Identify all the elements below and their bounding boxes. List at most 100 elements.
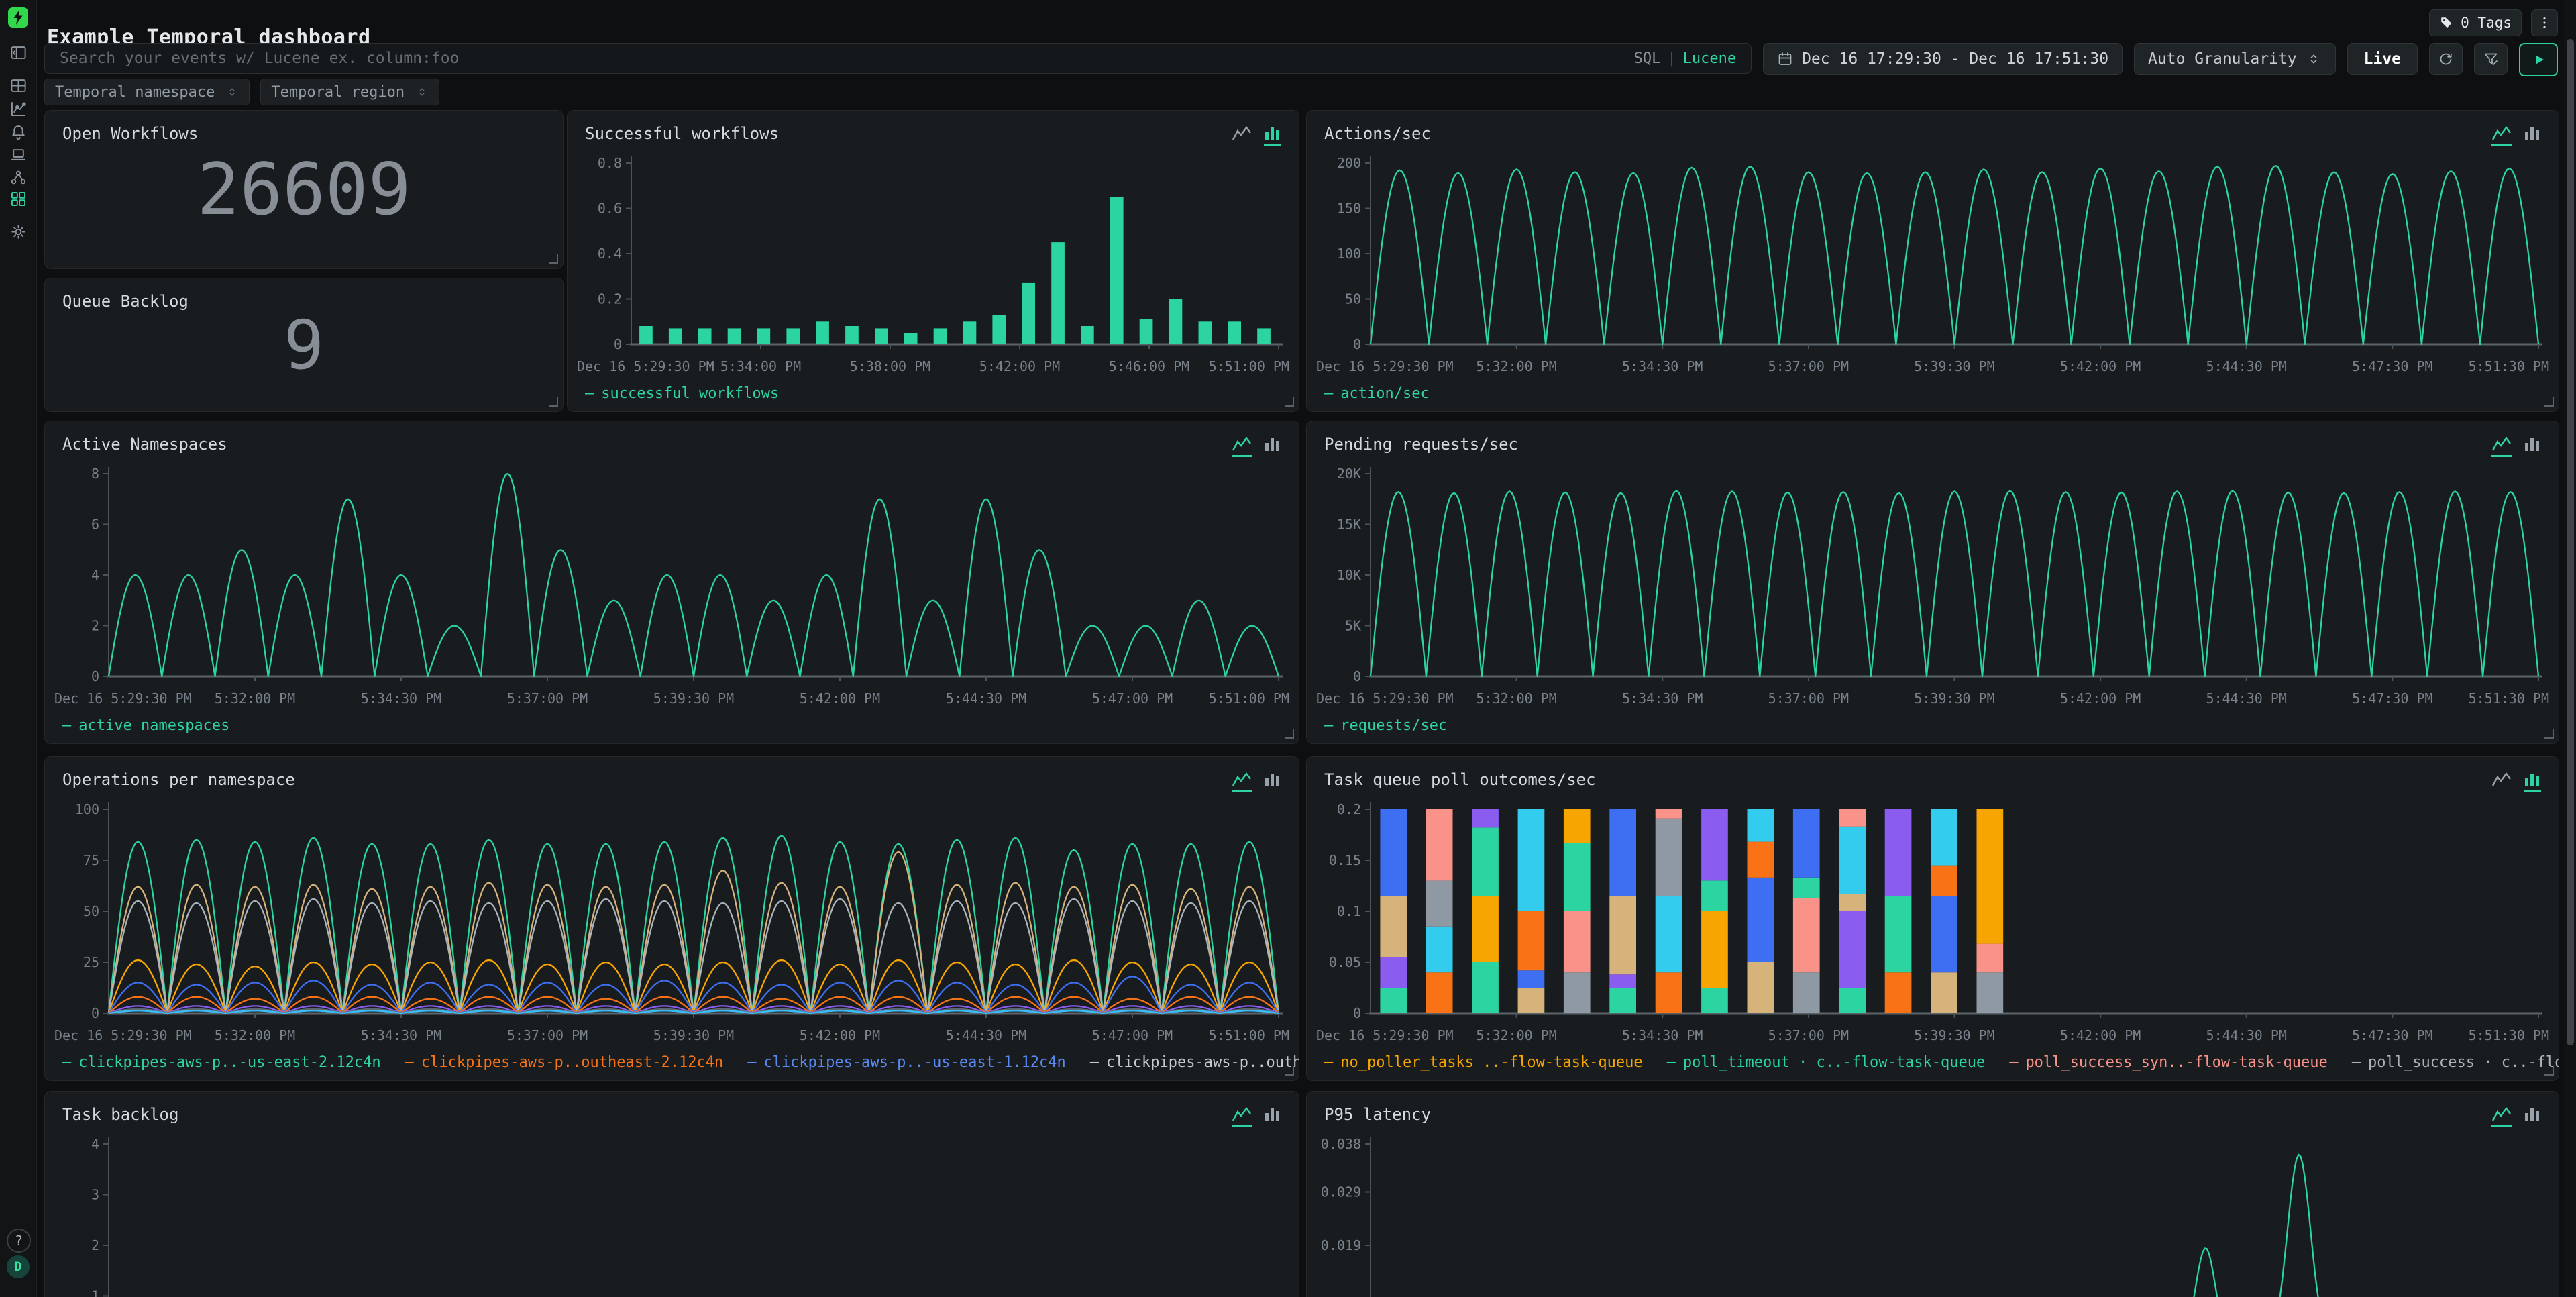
panel-open-workflows: Open Workflows 26609	[44, 110, 564, 269]
filter-temporal-region[interactable]: Temporal region	[260, 79, 439, 105]
bar-chart-toggle-icon[interactable]	[2524, 125, 2541, 146]
legend-item[interactable]: —no_poller_tasks ..-flow-task-queue	[1324, 1054, 1643, 1071]
sidebar-item-alerts-bell-icon[interactable]	[9, 122, 28, 141]
live-button[interactable]: Live	[2347, 43, 2418, 75]
kebab-menu-button[interactable]	[2531, 9, 2558, 36]
svg-text:5:34:00 PM: 5:34:00 PM	[720, 358, 801, 374]
panel-pending-requests: Pending requests/sec 05K10K15K20KDec 16 …	[1306, 421, 2559, 744]
svg-text:5:47:30 PM: 5:47:30 PM	[2352, 358, 2432, 374]
panel-title: Open Workflows	[62, 124, 198, 143]
panel-title: Task queue poll outcomes/sec	[1324, 770, 1596, 789]
legend-swatch: —	[747, 1054, 756, 1071]
line-chart-toggle-icon[interactable]	[1232, 436, 1252, 457]
svg-text:0: 0	[91, 1005, 99, 1021]
line-chart-toggle-icon[interactable]	[2491, 772, 2512, 792]
active-namespaces-chart: 02468Dec 16 5:29:30 PM5:32:00 PM5:34:30 …	[45, 421, 1299, 743]
sidebar-item-devices-icon[interactable]	[9, 145, 28, 164]
granularity-select[interactable]: Auto Granularity	[2134, 43, 2336, 75]
refresh-button[interactable]	[2429, 43, 2463, 75]
run-query-button[interactable]	[2519, 43, 2558, 76]
legend-item[interactable]: —action/sec	[1324, 385, 1430, 402]
mode-sql[interactable]: SQL	[1634, 50, 1661, 67]
bar-chart-toggle-icon[interactable]	[1264, 772, 1281, 792]
user-avatar[interactable]: D	[7, 1255, 30, 1278]
bar-chart-toggle-icon[interactable]	[1264, 125, 1281, 146]
sidebar-item-insights-icon[interactable]	[9, 99, 28, 118]
panel-resize-handle[interactable]	[2544, 397, 2554, 407]
bar-chart-toggle-icon[interactable]	[2524, 436, 2541, 457]
panel-queue-backlog: Queue Backlog 9	[44, 278, 564, 412]
legend-swatch: —	[62, 717, 71, 734]
svg-text:5:46:00 PM: 5:46:00 PM	[1109, 358, 1189, 374]
svg-text:0.4: 0.4	[598, 246, 622, 262]
line-chart-toggle-icon[interactable]	[2491, 1106, 2512, 1127]
sidebar-item-panel-toggle-icon[interactable]	[9, 43, 28, 62]
svg-text:5:34:30 PM: 5:34:30 PM	[1622, 1027, 1703, 1043]
svg-text:5:44:30 PM: 5:44:30 PM	[946, 690, 1026, 707]
legend-item[interactable]: —poll_success · c..-flow-task-queue	[2352, 1054, 2559, 1071]
panel-resize-handle[interactable]	[2544, 1066, 2554, 1076]
legend-item[interactable]: —clickpipes-aws-p..outheast-2.12c4n	[1090, 1054, 1299, 1071]
calendar-icon	[1777, 51, 1793, 67]
sidebar-item-dashboards-icon[interactable]	[9, 189, 28, 208]
legend-item[interactable]: —clickpipes-aws-p..-us-east-1.12c4n	[747, 1054, 1066, 1071]
mode-lucene[interactable]: Lucene	[1683, 50, 1736, 67]
chart-legend: —active namespaces	[62, 717, 229, 734]
filter-button[interactable]	[2474, 43, 2508, 75]
panel-title: Queue Backlog	[62, 292, 189, 311]
legend-item[interactable]: —successful workflows	[585, 385, 779, 402]
svg-text:Dec 16 5:29:30 PM: Dec 16 5:29:30 PM	[54, 1027, 192, 1043]
legend-item[interactable]: —clickpipes-aws-p..-us-east-2.12c4n	[62, 1054, 381, 1071]
live-label: Live	[2364, 50, 2401, 68]
pending-requests-chart: 05K10K15K20KDec 16 5:29:30 PM5:32:00 PM5…	[1307, 421, 2559, 743]
svg-text:5:39:30 PM: 5:39:30 PM	[1914, 690, 1994, 707]
panel-operations-per-namespace: Operations per namespace 0255075100Dec 1…	[44, 756, 1299, 1081]
legend-item[interactable]: —active namespaces	[62, 717, 229, 734]
task-backlog-chart: 01234Dec 16 5:29:30 PM5:32:00 PM5:34:30 …	[45, 1092, 1299, 1297]
svg-text:0.2: 0.2	[598, 291, 622, 307]
panel-resize-handle[interactable]	[1285, 1066, 1294, 1076]
svg-text:0.15: 0.15	[1329, 852, 1361, 868]
legend-item[interactable]: —poll_success_syn..-flow-task-queue	[2009, 1054, 2328, 1071]
legend-swatch: —	[2009, 1054, 2018, 1071]
legend-swatch: —	[1324, 385, 1333, 402]
bar-chart-toggle-icon[interactable]	[2524, 772, 2541, 792]
bar-chart-toggle-icon[interactable]	[2524, 1106, 2541, 1127]
page-scrollbar[interactable]	[2564, 0, 2576, 1297]
bar-chart-toggle-icon[interactable]	[1264, 436, 1281, 457]
bar-chart-toggle-icon[interactable]	[1264, 1106, 1281, 1127]
play-icon	[2530, 52, 2546, 68]
legend-item[interactable]: —requests/sec	[1324, 717, 1447, 734]
svg-text:5:47:30 PM: 5:47:30 PM	[2352, 690, 2432, 707]
search-input[interactable]	[45, 44, 1751, 73]
line-chart-toggle-icon[interactable]	[2491, 436, 2512, 457]
svg-text:5:37:00 PM: 5:37:00 PM	[1768, 358, 1849, 374]
scrollbar-thumb[interactable]	[2567, 39, 2574, 1045]
help-button[interactable]: ?	[7, 1229, 31, 1253]
sidebar-item-topology-icon[interactable]	[9, 168, 28, 187]
line-chart-toggle-icon[interactable]	[1232, 1106, 1252, 1127]
line-chart-toggle-icon[interactable]	[2491, 125, 2512, 146]
line-chart-toggle-icon[interactable]	[1232, 772, 1252, 792]
sidebar-item-tables-icon[interactable]	[9, 76, 28, 95]
panel-title: Operations per namespace	[62, 770, 295, 789]
tags-button[interactable]: 0 Tags	[2429, 9, 2522, 36]
panel-resize-handle[interactable]	[549, 397, 558, 407]
filter-temporal-namespace[interactable]: Temporal namespace	[44, 79, 250, 105]
panel-resize-handle[interactable]	[1285, 397, 1294, 407]
svg-text:5:38:00 PM: 5:38:00 PM	[850, 358, 930, 374]
panel-resize-handle[interactable]	[1285, 729, 1294, 739]
line-chart-toggle-icon[interactable]	[1232, 125, 1252, 146]
panel-resize-handle[interactable]	[2544, 729, 2554, 739]
svg-text:5:42:00 PM: 5:42:00 PM	[2060, 358, 2141, 374]
legend-item[interactable]: —clickpipes-aws-p..outheast-2.12c4n	[405, 1054, 724, 1071]
svg-text:5:32:00 PM: 5:32:00 PM	[215, 1027, 295, 1043]
panel-title: Active Namespaces	[62, 435, 227, 454]
svg-text:5:39:30 PM: 5:39:30 PM	[653, 690, 734, 707]
legend-item[interactable]: —poll_timeout · c..-flow-task-queue	[1667, 1054, 1986, 1071]
sidebar-item-settings-gear-icon[interactable]	[9, 222, 28, 241]
date-range-button[interactable]: Dec 16 17:29:30 - Dec 16 17:51:30	[1763, 43, 2123, 75]
svg-text:5:44:30 PM: 5:44:30 PM	[2206, 358, 2287, 374]
panel-resize-handle[interactable]	[549, 254, 558, 264]
app-logo-icon[interactable]	[8, 7, 28, 28]
